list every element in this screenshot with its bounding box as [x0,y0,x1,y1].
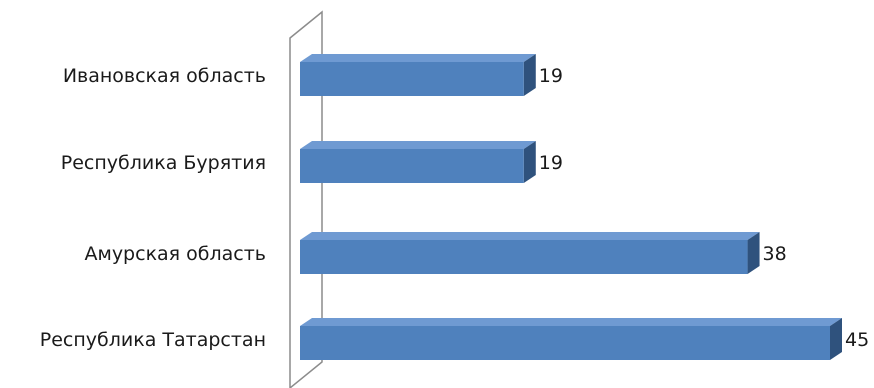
axis-wall [289,10,323,388]
bar-front-face [300,62,524,96]
bar-side-face [747,232,760,274]
category-label: Республика Татарстан [40,329,266,351]
category-label: Ивановская область [63,65,266,87]
value-label: 38 [763,243,787,265]
bar-1 [300,141,536,183]
bar-front-face [300,326,830,360]
bar-side-face [830,318,842,360]
bar-top-face [300,232,760,240]
category-label: Республика Бурятия [61,152,266,174]
value-label: 45 [845,329,869,351]
bar-top-face [300,54,536,62]
bars-group [300,54,842,360]
bar-3 [300,318,842,360]
bar-top-face [300,318,842,326]
value-label: 19 [539,65,563,87]
bar-front-face [300,240,748,274]
bar-side-face [523,54,536,96]
category-labels: Ивановская область Республика Бурятия Амур… [40,65,266,351]
bar-2 [300,232,760,274]
bar-top-face [300,141,536,149]
chart-back-wall [289,10,323,388]
bar-0 [300,54,536,96]
bar-side-face [523,141,536,183]
bar-front-face [300,149,524,183]
category-label: Амурская область [84,243,266,265]
value-labels: 19 19 38 45 [539,65,869,351]
value-label: 19 [539,152,563,174]
